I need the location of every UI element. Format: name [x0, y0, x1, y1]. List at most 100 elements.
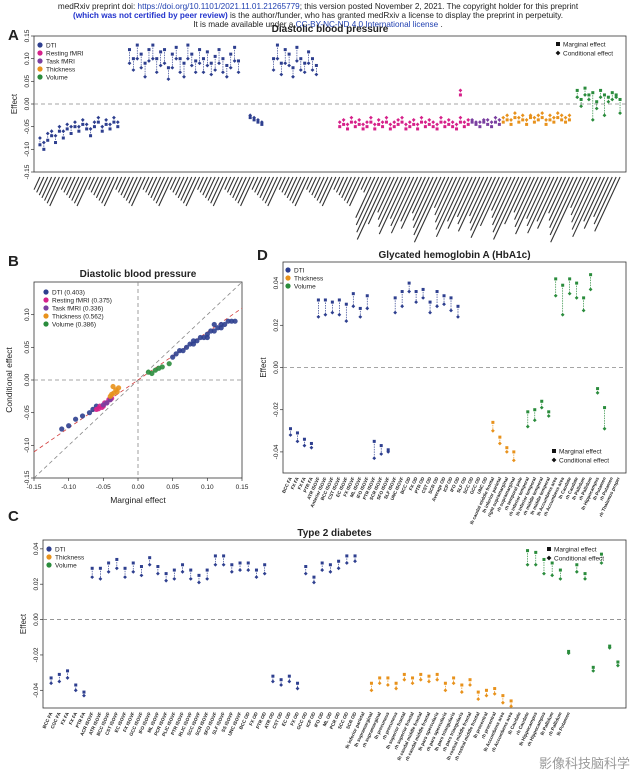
panel-a-category-tick-label — [93, 176, 103, 196]
panel-a-category-tick-label — [367, 176, 391, 225]
panel-a-category-tick-label — [117, 176, 127, 193]
panel-c-conditional-point — [435, 677, 440, 682]
panel-label-c: C — [8, 508, 19, 525]
panel-a-category-tick-label — [180, 176, 193, 201]
panel-a-marginal-point — [159, 50, 163, 54]
panel-a-marginal-point — [38, 143, 42, 147]
license-link[interactable]: CC-BY-NC-ND 4.0 International license — [295, 20, 439, 29]
panel-a-conditional-point — [185, 56, 190, 61]
panel-a-marginal-point — [54, 141, 58, 145]
panel-a-conditional-point — [337, 120, 342, 125]
panel-c-marginal-point — [328, 563, 332, 567]
panel-c-conditional-point — [574, 569, 579, 574]
panel-a-marginal-point — [591, 91, 595, 95]
panel-c-conditional-point — [336, 566, 341, 571]
panel-d-ylabel: Effect — [259, 357, 268, 378]
panel-a-marginal-point — [291, 66, 295, 70]
panel-a-marginal-point — [443, 125, 447, 129]
panel-c-category-label: EC OD — [281, 711, 292, 727]
panel-c-conditional-point — [550, 573, 555, 578]
panel-d-conditional-point — [400, 304, 405, 309]
panel-d-marginal-point — [554, 277, 558, 281]
panel-d-conditional-point — [511, 458, 516, 463]
panel-a-category-tick-label — [390, 176, 419, 234]
panel-a-conditional-point — [189, 63, 194, 68]
doi-link[interactable]: https://doi.org/10.1101/2021.11.01.21265… — [137, 2, 300, 11]
panel-a-conditional-point — [376, 117, 381, 122]
panel-a-category-tick-label — [493, 176, 524, 240]
panel-a-conditional-point — [69, 124, 73, 129]
panel-a-conditional-point — [236, 70, 241, 75]
panel-a-marginal-point — [455, 127, 459, 131]
panel-c-marginal-point — [419, 672, 423, 676]
panel-a-marginal-point — [50, 134, 54, 138]
panel-c-conditional-point — [459, 690, 464, 694]
panel-d-title: Glycated hemoglobin A (HbA1c) — [378, 250, 530, 261]
panel-a-conditional-point — [135, 56, 140, 61]
panel-a-marginal-point — [139, 52, 143, 56]
panel-a-category-tick-label — [284, 176, 294, 196]
panel-d-conditional-point — [365, 306, 370, 311]
panel-c-marginal-point — [181, 563, 185, 567]
panel-a-category-tick-label — [378, 176, 407, 235]
panel-c-marker-legend-diamond — [546, 555, 552, 561]
panel-a-marginal-point — [174, 45, 178, 49]
panel-a-marginal-point — [166, 66, 170, 70]
panel-c-conditional-point — [287, 679, 292, 684]
panel-a-marginal-point — [439, 120, 443, 124]
panel-c-conditional-point — [377, 681, 382, 686]
panel-a-marginal-point — [361, 127, 365, 131]
panel-c-category-label: IFO OD — [313, 711, 325, 728]
panel-c-conditional-point — [328, 569, 333, 574]
panel-a-category-tick-label — [294, 176, 310, 207]
panel-a-marginal-point — [501, 120, 505, 124]
panel-a-category-tick-label — [98, 176, 111, 201]
panel-a-conditional-point — [396, 117, 401, 122]
header-doi-prefix: medRxiv preprint doi: — [57, 2, 138, 11]
panel-b-ytick-label: -0.15 — [24, 470, 31, 485]
panel-a-marginal-point — [135, 43, 139, 47]
panel-a-conditional-point — [80, 117, 85, 122]
panel-c-conditional-point — [147, 562, 152, 567]
panel-a-marginal-point — [587, 93, 591, 97]
panel-a-conditional-point — [201, 70, 206, 75]
panel-a-legend-swatch — [37, 42, 43, 48]
panel-a-category-tick-label — [131, 176, 146, 207]
panel-a-category-tick-label — [341, 176, 352, 199]
panel-a-conditional-point — [528, 113, 533, 118]
panel-a-category-tick-label — [182, 176, 197, 204]
panel-a-marginal-point — [567, 118, 571, 122]
panel-a-marginal-point — [283, 48, 287, 52]
panel-a-conditional-point — [388, 122, 393, 127]
panel-a-conditional-point — [76, 124, 81, 129]
panel-b-scatter-point — [190, 338, 197, 344]
panel-a-category-tick-label — [491, 176, 512, 219]
panel-a-category-tick-label — [226, 176, 236, 193]
panel-c-category-label: FX FA — [60, 711, 70, 726]
panel-c-legend-swatch — [46, 554, 52, 560]
panel-d-marginal-point — [309, 441, 313, 445]
panel-a-category-tick-label — [66, 176, 76, 196]
panel-a-conditional-point — [131, 68, 136, 72]
panel-a-conditional-point — [368, 115, 373, 120]
panel-a-marginal-point — [610, 91, 614, 95]
panel-a-conditional-point — [505, 113, 510, 118]
panel-a-conditional-point — [104, 117, 109, 122]
panel-d-conditional-point — [602, 426, 607, 431]
panel-c-conditional-point — [205, 577, 210, 581]
panel-a-marginal-point — [112, 120, 116, 124]
panel-c-category-label: ML OD — [322, 711, 333, 727]
panel-a-marginal-point — [96, 120, 100, 124]
panel-a-category-tick-label — [355, 176, 380, 226]
panel-a-marginal-point — [431, 125, 435, 129]
panel-a-marginal-point — [388, 127, 392, 131]
panel-c-marginal-point — [131, 561, 135, 565]
watermark: 影像科技脑科学 — [538, 757, 630, 772]
panel-a-category-tick-label — [470, 176, 496, 231]
panel-a-conditional-point — [419, 115, 424, 120]
panel-a-marginal-point — [478, 125, 482, 129]
panel-a-conditional-point — [197, 61, 202, 66]
panel-c-marginal-point — [484, 688, 488, 692]
panel-a-category-tick-label — [185, 176, 201, 207]
